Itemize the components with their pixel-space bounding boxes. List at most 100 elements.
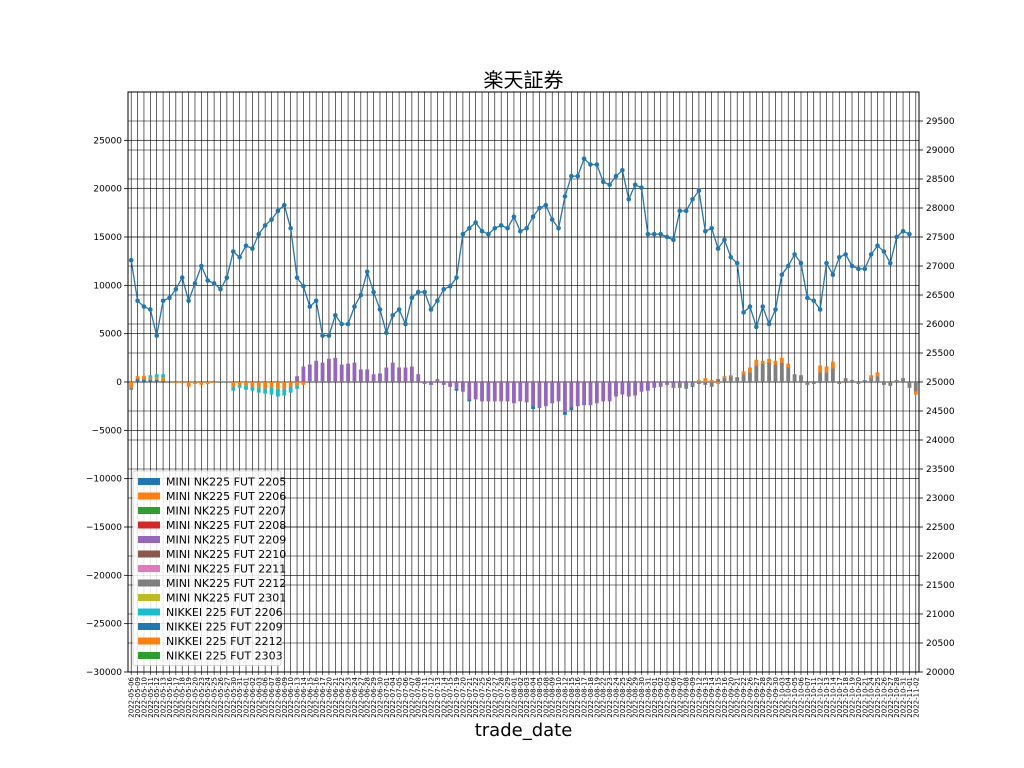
bar-segment: [639, 382, 644, 392]
bar-segment: [856, 382, 861, 384]
line-point: [409, 295, 415, 301]
line-point: [575, 173, 581, 179]
x-tick-label: 2022-09-29: [766, 677, 774, 718]
y2-tick-label: 24500: [926, 407, 955, 417]
line-point: [390, 313, 396, 318]
x-tick-label: 2022-11-02: [912, 677, 920, 718]
bar-segment: [760, 360, 765, 364]
x-tick-label: 2022-08-12: [561, 677, 569, 718]
line-point: [371, 289, 376, 295]
line-point: [505, 226, 510, 231]
line-point: [664, 234, 670, 240]
x-tick-label: 2022-06-22: [338, 677, 346, 718]
x-tick-label: 2022-08-02: [517, 677, 525, 718]
bar-segment: [824, 366, 829, 373]
bar-segment: [786, 363, 791, 368]
bar-segment: [467, 382, 472, 400]
y-tick-label: −10000: [86, 475, 122, 485]
bar-segment: [454, 388, 459, 391]
bar-segment: [492, 382, 497, 402]
line-point: [671, 237, 676, 243]
bar-segment: [173, 382, 178, 383]
line-point: [205, 278, 211, 283]
bar-segment: [913, 382, 918, 392]
x-tick-label: 2022-10-04: [785, 676, 793, 717]
line-point: [543, 202, 549, 208]
legend-swatch: [138, 608, 160, 616]
line-point: [856, 266, 861, 272]
line-point: [473, 220, 478, 225]
x-tick-label: 2022-10-07: [804, 677, 812, 718]
legend-label: NIKKEI 225 FUT 2212: [166, 635, 283, 648]
bar-segment: [779, 357, 784, 363]
bar-segment: [161, 377, 165, 382]
line-point: [524, 226, 529, 231]
x-tick-label: 2022-09-01: [651, 677, 659, 718]
line-point: [192, 281, 198, 286]
line-point: [868, 252, 874, 257]
legend-label: NIKKEI 225 FUT 2209: [166, 621, 283, 634]
line-point: [600, 179, 606, 185]
line-point: [773, 307, 778, 312]
line-point: [224, 275, 230, 280]
bar-segment: [186, 382, 191, 387]
line-point: [588, 162, 593, 167]
bar-segment: [301, 382, 306, 385]
x-tick-label: 2022-07-20: [459, 677, 467, 718]
y-tick-label: −5000: [92, 426, 123, 436]
x-tick-label: 2022-05-16: [166, 676, 174, 717]
x-tick-label: 2022-08-08: [542, 677, 550, 718]
line-point: [651, 231, 657, 237]
bar-segment: [830, 368, 835, 382]
bar-segment: [735, 377, 740, 382]
bar-segment: [454, 382, 459, 389]
bar-segment: [799, 375, 803, 382]
line-point: [415, 289, 421, 295]
bar-segment: [205, 382, 210, 384]
bar-segment: [237, 384, 242, 388]
y2-tick-label: 21000: [926, 610, 955, 620]
x-tick-label: 2022-10-27: [887, 677, 895, 718]
line-point: [836, 254, 842, 260]
y-tick-label: −30000: [86, 668, 122, 678]
line-point: [148, 307, 153, 312]
bar-segment: [869, 378, 874, 382]
line-point: [766, 321, 772, 327]
line-point: [734, 260, 740, 266]
x-axis: 2022-05-062022-05-092022-05-102022-05-11…: [128, 672, 920, 718]
legend-swatch: [138, 623, 160, 630]
x-tick-label: 2022-08-19: [593, 677, 601, 718]
bar-segment: [244, 382, 248, 386]
x-tick-label: 2022-09-05: [664, 677, 672, 718]
x-tick-label: 2022-06-17: [319, 677, 327, 718]
line-point: [715, 246, 721, 251]
line-point: [907, 231, 912, 237]
bar-segment: [907, 382, 912, 388]
x-tick-label: 2022-09-08: [683, 677, 691, 718]
bar-segment: [741, 371, 746, 375]
y-tick-label: 10000: [93, 281, 122, 291]
bar-segment: [199, 382, 204, 385]
x-tick-label: 2022-06-06: [262, 676, 270, 717]
bar-segment: [779, 362, 784, 382]
x-tick-label: 2022-10-31: [900, 677, 908, 718]
bar-segment: [524, 382, 529, 403]
x-tick-label: 2022-10-11: [810, 677, 818, 718]
x-tick-label: 2022-06-09: [281, 677, 289, 718]
x-tick-label: 2022-09-15: [715, 677, 723, 718]
bar-segment: [154, 380, 159, 382]
line-point: [486, 231, 491, 237]
bar-segment: [256, 387, 261, 393]
line-point: [792, 252, 797, 257]
bar-segment: [244, 385, 248, 390]
y2-tick-label: 27000: [926, 262, 955, 272]
x-tick-label: 2022-05-12: [153, 677, 161, 718]
bar-segment: [588, 382, 593, 406]
legend-swatch: [138, 521, 160, 529]
line-point: [530, 214, 536, 219]
x-tick-label: 2022-09-02: [657, 677, 665, 718]
x-tick-label: 2022-07-28: [498, 677, 506, 718]
bar-segment: [677, 382, 682, 384]
